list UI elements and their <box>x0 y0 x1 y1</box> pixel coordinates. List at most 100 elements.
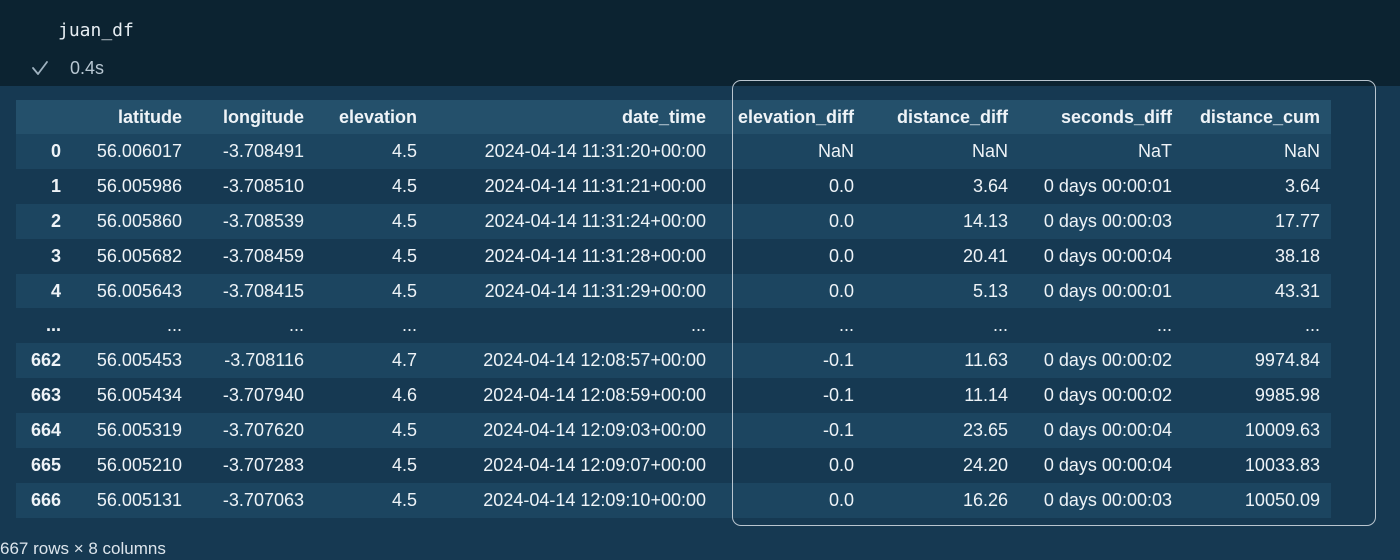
table-cell: 56.005682 <box>96 245 182 266</box>
table-cell: ... <box>838 315 854 336</box>
table-cell: -3.708539 <box>222 210 304 231</box>
table-row: 1 56.005986 -3.708510 4.5 2024-04-14 11:31:2… <box>16 168 1331 204</box>
table-cell: 2024-04-14 11:31:20+00:00 <box>484 140 706 161</box>
table-cell: -3.707620 <box>222 420 304 441</box>
table-row: 2 56.005860 -3.708539 4.5 2024-04-14 11:31:2… <box>16 203 1331 239</box>
table-cell: 9985.98 <box>1254 385 1320 406</box>
table-cell: 17.77 <box>1274 210 1320 231</box>
table-cell: 56.005434 <box>96 385 182 406</box>
table-shape-summary: 667 rows × 8 columns <box>0 539 166 558</box>
table-cell: ... <box>992 315 1008 336</box>
table-cell: 0 days 00:00:03 <box>1043 489 1172 510</box>
table-cell: 4.5 <box>391 454 417 475</box>
table-cell: 4.5 <box>391 489 417 510</box>
table-row: ........................... <box>16 308 1331 344</box>
table-cell: 11.14 <box>964 385 1008 406</box>
table-cell: 14.13 <box>962 210 1008 231</box>
table-cell: 9974.84 <box>1254 350 1320 371</box>
table-cell: 10050.09 <box>1244 489 1320 510</box>
table-cell: 2024-04-14 11:31:21+00:00 <box>484 175 706 196</box>
table-row: 3 56.005682 -3.708459 4.5 2024-04-14 11:31:2… <box>16 238 1331 274</box>
table-cell: 2024-04-14 12:08:59+00:00 <box>483 385 706 406</box>
table-cell: 0 days 00:00:04 <box>1043 454 1172 475</box>
table-cell: 56.005453 <box>96 350 182 371</box>
row-index: 664 <box>30 420 61 441</box>
table-cell: 56.005643 <box>96 280 182 301</box>
table-cell: 43.31 <box>1274 280 1320 301</box>
row-index: 666 <box>30 489 61 510</box>
column-header-elevation: elevation <box>338 106 417 127</box>
table-cell: 56.005131 <box>96 489 182 510</box>
table-cell: 4.5 <box>391 420 417 441</box>
table-cell: 4.5 <box>391 175 417 196</box>
code-cell-input[interactable]: juan_df 0.4s <box>0 0 1400 86</box>
table-cell: 20.41 <box>962 245 1008 266</box>
table-header: latitude longitude elevation date_time eleva… <box>16 100 1331 134</box>
table-row: 664 56.005319 -3.707620 4.5 2024-04-14 12:09… <box>16 413 1331 449</box>
annotation-label: New metrics <box>978 127 1138 157</box>
table-cell: ... <box>1304 315 1320 336</box>
table-body: 0 56.006017 -3.708491 4.5 2024-04-14 11:31:2… <box>16 134 1331 518</box>
table-cell: -3.708415 <box>222 280 304 301</box>
column-header-distance-diff: distance_diff <box>896 106 1008 127</box>
table-cell: 0.0 <box>828 454 854 475</box>
table-cell: -3.708510 <box>222 175 304 196</box>
table-cell: 4.7 <box>391 350 417 371</box>
table-cell: 0.0 <box>828 245 854 266</box>
table-cell: 0.0 <box>828 280 854 301</box>
table-row: 662 56.005453 -3.708116 4.7 2024-04-14 12:08… <box>16 343 1331 379</box>
table-cell: 0 days 00:00:04 <box>1043 245 1172 266</box>
table-cell: 4.5 <box>391 140 417 161</box>
table-cell: 56.005210 <box>96 454 182 475</box>
table-cell: 5.13 <box>972 280 1008 301</box>
table-cell: 16.26 <box>962 489 1008 510</box>
row-index: 662 <box>30 350 61 371</box>
code-text[interactable]: juan_df <box>58 20 134 41</box>
row-index: 3 <box>50 245 61 266</box>
table-cell: 0 days 00:00:02 <box>1043 350 1172 371</box>
table-cell: 4.5 <box>391 245 417 266</box>
table-cell: 56.005860 <box>96 210 182 231</box>
table-row: 665 56.005210 -3.707283 4.5 2024-04-14 12:09… <box>16 448 1331 483</box>
table-cell: -3.708116 <box>224 350 304 371</box>
table-cell: NaN <box>1283 140 1320 161</box>
table-cell: ... <box>401 315 417 336</box>
table-cell: NaN <box>817 140 854 161</box>
table-cell: NaT <box>1137 140 1172 161</box>
row-index: 1 <box>50 175 61 196</box>
table-cell: ... <box>166 315 182 336</box>
table-cell: 4.5 <box>391 210 417 231</box>
table-cell: 56.006017 <box>96 140 182 161</box>
table-cell: ... <box>288 315 304 336</box>
table-cell: -3.708491 <box>222 140 304 161</box>
column-header-date-time: date_time <box>621 106 706 127</box>
table-row: 666 56.005131 -3.707063 4.5 2024-04-14 12:09… <box>16 482 1331 518</box>
table-cell: -0.1 <box>822 420 854 441</box>
table-cell: -3.708459 <box>222 245 304 266</box>
table-cell: 2024-04-14 11:31:28+00:00 <box>484 245 706 266</box>
column-header-longitude: longitude <box>223 106 304 127</box>
dataframe-table: latitude longitude elevation date_time eleva… <box>16 100 1331 518</box>
execution-time: 0.4s <box>70 57 105 78</box>
checkmark-icon <box>32 61 48 75</box>
table-cell: 4.5 <box>391 280 417 301</box>
column-header-index <box>16 100 72 134</box>
table-cell: 2024-04-14 12:09:10+00:00 <box>483 489 706 510</box>
table-cell: ... <box>1156 315 1172 336</box>
cell-output: New metrics <box>0 86 1400 560</box>
row-index: 0 <box>50 140 61 161</box>
table-cell: 24.20 <box>962 454 1008 475</box>
row-index: ... <box>45 315 61 336</box>
column-header-seconds-diff: seconds_diff <box>1060 106 1172 127</box>
table-cell: 56.005319 <box>96 420 182 441</box>
table-cell: ... <box>690 315 706 336</box>
execution-status: 0.4s <box>30 56 104 80</box>
row-index: 4 <box>50 280 61 301</box>
table-cell: 0.0 <box>828 489 854 510</box>
row-index: 2 <box>50 210 61 231</box>
table-cell: 2024-04-14 11:31:24+00:00 <box>484 210 706 231</box>
table-cell: 0.0 <box>828 175 854 196</box>
table-cell: 0 days 00:00:01 <box>1043 280 1172 301</box>
table-cell: -0.1 <box>822 350 854 371</box>
table-cell: 3.64 <box>972 175 1008 196</box>
